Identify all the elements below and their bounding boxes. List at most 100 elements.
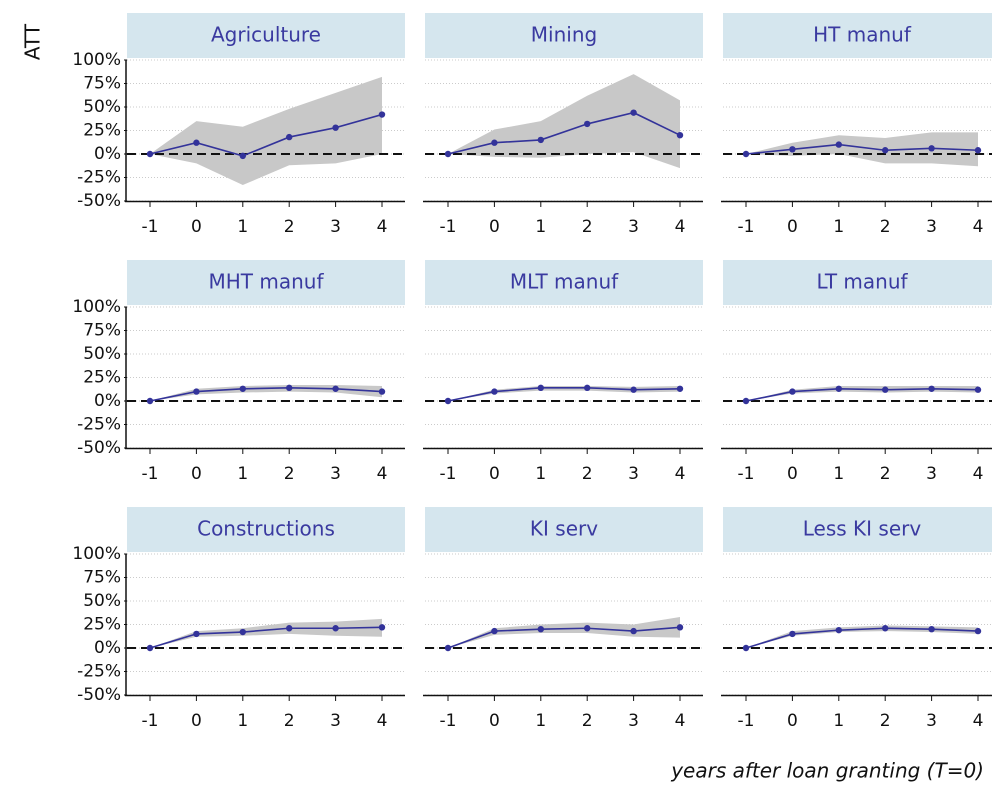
x-tick-label: 0 bbox=[489, 464, 500, 484]
point bbox=[630, 627, 637, 635]
panel-title: LT manuf bbox=[816, 270, 908, 294]
y-tick-label: 0% bbox=[94, 638, 121, 658]
point bbox=[630, 109, 637, 116]
confidence-band bbox=[150, 76, 382, 186]
point bbox=[239, 385, 246, 392]
x-tick-label: 2 bbox=[582, 464, 593, 484]
x-tick-label: 1 bbox=[535, 711, 546, 731]
x-tick-label: 3 bbox=[330, 711, 341, 731]
point bbox=[789, 388, 796, 395]
x-tick-label: -1 bbox=[738, 711, 755, 731]
x-tick-label: 3 bbox=[330, 464, 341, 484]
y-tick-label: 75% bbox=[83, 74, 121, 94]
point bbox=[676, 624, 684, 631]
point bbox=[537, 384, 544, 392]
x-tick-label: 4 bbox=[675, 711, 686, 731]
x-tick-label: -1 bbox=[440, 217, 457, 237]
point bbox=[630, 386, 637, 393]
x-tick-label: 2 bbox=[880, 217, 891, 237]
y-tick-label: 50% bbox=[83, 97, 121, 117]
line bbox=[149, 113, 383, 157]
x-tick-label: 2 bbox=[582, 217, 593, 237]
point bbox=[378, 111, 386, 118]
strip bbox=[127, 507, 405, 552]
x-tick-label: 4 bbox=[973, 464, 984, 484]
line bbox=[149, 387, 383, 402]
strip bbox=[723, 507, 992, 552]
line bbox=[745, 627, 979, 649]
x-tick-label: 4 bbox=[377, 711, 388, 731]
y-tick-label: -50% bbox=[77, 438, 121, 458]
y-tick-label: 25% bbox=[83, 368, 121, 388]
x-tick-label: 3 bbox=[628, 711, 639, 731]
panel-title: Mining bbox=[531, 23, 597, 47]
y-tick-label: 100% bbox=[72, 297, 121, 317]
strip bbox=[425, 260, 703, 305]
point bbox=[286, 384, 293, 392]
y-tick-label: -25% bbox=[77, 662, 121, 682]
x-tick-label: 2 bbox=[880, 711, 891, 731]
x-tick-label: 1 bbox=[237, 217, 248, 237]
strip bbox=[723, 13, 992, 58]
line bbox=[745, 387, 979, 402]
point bbox=[835, 385, 842, 392]
x-axis-label: years after loan granting (T=0) bbox=[670, 759, 984, 783]
strip bbox=[425, 13, 703, 58]
point bbox=[193, 388, 200, 395]
strip bbox=[723, 260, 992, 305]
x-tick-label: 2 bbox=[880, 464, 891, 484]
point bbox=[742, 644, 750, 652]
point bbox=[974, 627, 982, 635]
point bbox=[789, 630, 796, 638]
y-tick-label: 50% bbox=[83, 591, 121, 611]
y-tick-label: 75% bbox=[83, 321, 121, 341]
point bbox=[676, 385, 684, 392]
confidence-band bbox=[150, 618, 382, 648]
strip bbox=[127, 13, 405, 58]
y-tick-label: 0% bbox=[94, 391, 121, 411]
y-tick-label: 75% bbox=[83, 568, 121, 588]
point bbox=[444, 644, 452, 652]
x-tick-label: -1 bbox=[738, 217, 755, 237]
x-tick-label: 1 bbox=[535, 464, 546, 484]
point bbox=[584, 384, 591, 392]
x-tick-label: 2 bbox=[582, 711, 593, 731]
x-tick-label: 1 bbox=[535, 217, 546, 237]
point bbox=[239, 628, 246, 636]
x-tick-label: 0 bbox=[489, 217, 500, 237]
confidence-band bbox=[448, 74, 680, 169]
x-tick-label: 0 bbox=[787, 217, 798, 237]
point bbox=[882, 625, 889, 632]
x-tick-label: 4 bbox=[377, 217, 388, 237]
point bbox=[378, 624, 386, 631]
x-tick-label: 1 bbox=[237, 711, 248, 731]
x-tick-label: -1 bbox=[142, 464, 159, 484]
confidence-band bbox=[746, 132, 978, 167]
point bbox=[332, 124, 339, 131]
x-tick-label: 0 bbox=[191, 711, 202, 731]
point bbox=[286, 133, 293, 141]
point bbox=[742, 397, 750, 405]
confidence-band bbox=[746, 625, 978, 648]
point bbox=[537, 626, 544, 633]
point bbox=[146, 644, 154, 652]
x-tick-label: 1 bbox=[833, 464, 844, 484]
point bbox=[332, 385, 339, 392]
line bbox=[447, 626, 681, 649]
point bbox=[928, 385, 935, 392]
point bbox=[974, 147, 982, 154]
x-tick-label: 2 bbox=[284, 711, 295, 731]
point bbox=[193, 139, 200, 146]
point bbox=[491, 388, 498, 395]
x-tick-label: 0 bbox=[191, 217, 202, 237]
x-tick-label: 3 bbox=[926, 711, 937, 731]
point bbox=[584, 120, 591, 128]
y-axis-label: ATT bbox=[21, 23, 45, 60]
x-tick-label: 0 bbox=[191, 464, 202, 484]
x-tick-label: 0 bbox=[489, 711, 500, 731]
y-tick-label: 0% bbox=[94, 144, 121, 164]
y-tick-label: -50% bbox=[77, 685, 121, 705]
y-tick-label: 100% bbox=[72, 50, 121, 70]
y-tick-label: 25% bbox=[83, 615, 121, 635]
x-tick-label: 1 bbox=[833, 217, 844, 237]
